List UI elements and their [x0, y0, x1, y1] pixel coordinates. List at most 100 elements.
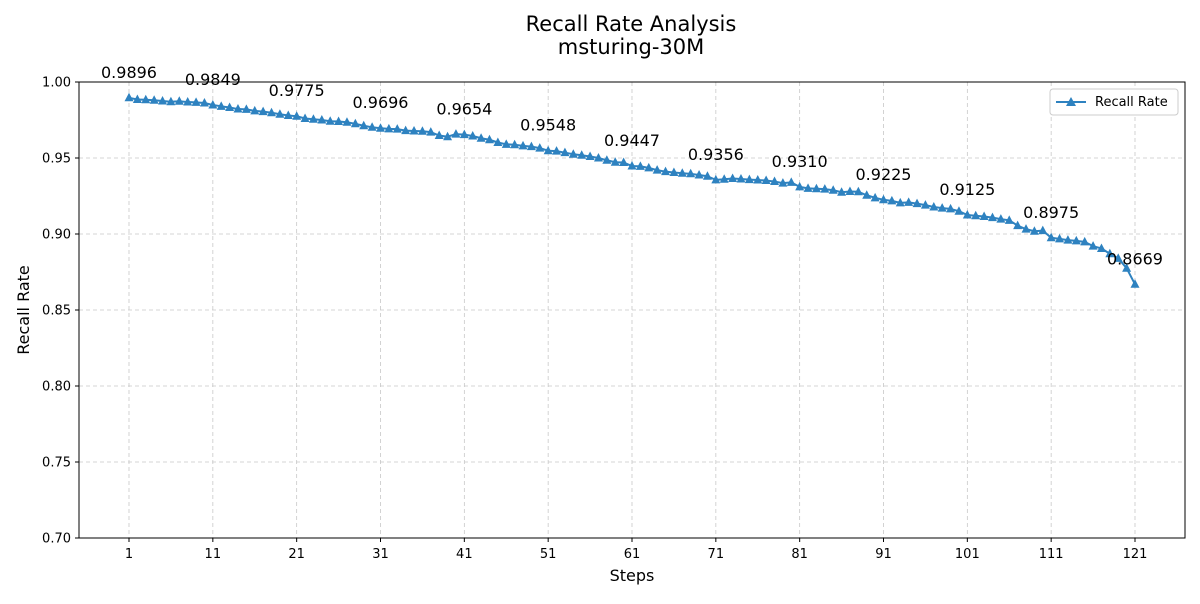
chart-subtitle: msturing-30M: [558, 35, 704, 59]
series-point: [577, 150, 587, 159]
series-point: [803, 183, 813, 192]
series-point: [292, 111, 302, 120]
series-point: [191, 97, 201, 106]
series-point: [677, 168, 687, 177]
series-point: [937, 203, 947, 212]
x-tick-label: 111: [1039, 547, 1064, 562]
series-point: [317, 115, 327, 124]
series-point: [1038, 225, 1048, 235]
series-point: [828, 185, 838, 194]
series-point: [124, 92, 134, 102]
series-point: [795, 181, 805, 191]
data-label: 0.9548: [520, 116, 576, 135]
data-label: 0.9447: [604, 131, 660, 150]
series-point: [334, 116, 344, 126]
series-point: [241, 104, 251, 113]
series-point: [384, 123, 394, 133]
x-tick-label: 71: [708, 547, 725, 562]
data-label: 0.9775: [269, 81, 325, 100]
x-tick-label: 121: [1123, 547, 1148, 562]
series-point: [694, 170, 704, 179]
series-point: [1105, 248, 1115, 258]
series-point: [149, 95, 159, 104]
series-point: [392, 124, 402, 133]
y-tick-label: 0.75: [42, 456, 71, 471]
y-tick-label: 1.00: [42, 76, 71, 91]
series-point: [1122, 263, 1132, 272]
series-point: [132, 94, 142, 103]
series-point: [1046, 232, 1056, 242]
series-point: [552, 146, 562, 155]
series-point: [962, 210, 972, 219]
series-point: [669, 167, 679, 176]
series-point: [459, 129, 469, 139]
series-point: [946, 203, 956, 213]
series-point: [1071, 235, 1081, 245]
series-point: [367, 122, 377, 131]
x-tick-label: 81: [791, 547, 808, 562]
series-point: [736, 173, 746, 183]
series-point: [350, 118, 360, 128]
series-point: [359, 120, 369, 130]
series-point: [1029, 226, 1039, 235]
series-point: [920, 200, 930, 209]
series-point: [652, 165, 662, 174]
series-point: [409, 125, 419, 135]
series-point: [728, 173, 738, 183]
series-point: [216, 101, 226, 110]
data-label: 0.9696: [353, 93, 409, 112]
x-axis: 1 11 21 31 41 51 61 71 81 91 101 111 121: [125, 538, 1148, 562]
annotation-group: 0.9896 0.9849 0.9775 0.9696 0.9654 0.9548 0.94…: [101, 63, 1163, 269]
series-point: [635, 161, 645, 170]
series-point: [476, 133, 486, 142]
x-tick-label: 101: [955, 547, 980, 562]
y-tick-label: 0.85: [42, 304, 71, 319]
series-point: [593, 153, 603, 162]
series-point: [786, 177, 796, 186]
data-label: 0.9896: [101, 63, 157, 82]
legend: Recall Rate: [1049, 88, 1179, 116]
series-point: [283, 110, 293, 119]
x-tick-label: 1: [125, 547, 133, 562]
series-point: [837, 187, 847, 196]
series-point: [484, 134, 494, 144]
series-point: [535, 143, 545, 152]
series-point: [661, 166, 671, 176]
series-point: [325, 116, 335, 125]
series-point: [308, 114, 318, 123]
series-point: [619, 157, 629, 167]
series-point: [493, 137, 503, 146]
series-point: [1113, 253, 1123, 262]
series-point: [199, 97, 209, 107]
series-point: [1055, 233, 1065, 243]
series-point: [1096, 243, 1106, 252]
data-label: 0.9654: [436, 100, 492, 119]
series-point: [468, 130, 478, 140]
series-point: [744, 174, 754, 184]
series-point: [879, 194, 888, 204]
series-point: [183, 97, 193, 106]
series-point: [719, 174, 729, 183]
series-point: [753, 175, 763, 184]
data-label: 0.9356: [688, 145, 744, 164]
legend-marker: [1066, 97, 1076, 106]
series-point: [627, 161, 637, 170]
series-point: [1063, 235, 1073, 244]
series-point: [267, 107, 277, 117]
x-tick-label: 21: [288, 547, 305, 562]
series-point: [417, 126, 427, 135]
series-point: [376, 123, 385, 132]
series-point: [820, 184, 830, 193]
series-point: [585, 151, 595, 160]
series-point: [644, 162, 654, 172]
series-point: [979, 211, 989, 221]
series-point: [904, 197, 914, 206]
grid-lines: [79, 81, 1185, 539]
x-tick-label: 31: [372, 547, 389, 562]
series-point: [275, 109, 285, 118]
series-point: [845, 186, 855, 195]
series-point: [526, 141, 536, 151]
series-point: [501, 139, 511, 148]
